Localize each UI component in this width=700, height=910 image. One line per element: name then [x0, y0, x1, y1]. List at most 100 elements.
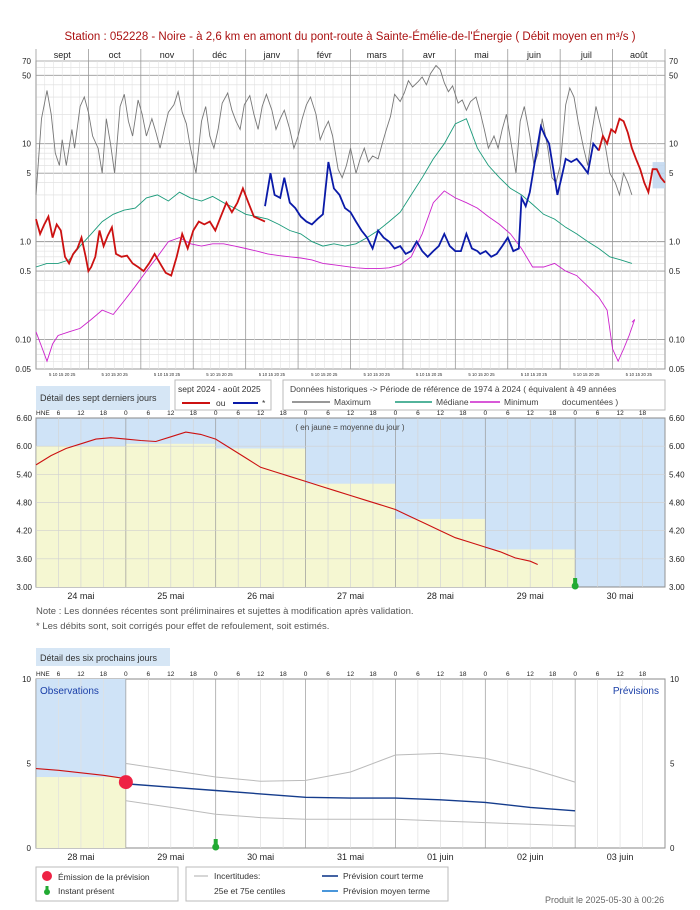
forecast-short-term: [125, 783, 576, 812]
historic-title: Données historiques -> Période de référe…: [290, 384, 616, 394]
week-hour-label: 12: [77, 410, 85, 417]
forecast-hour-label: 6: [326, 671, 330, 678]
day-ticks-label: 5 10 15 20 25: [416, 372, 443, 377]
month-label: juil: [580, 50, 592, 60]
series-mediane: [35, 118, 633, 268]
forecast-hour-label: 12: [616, 671, 624, 678]
forecast-instant-dot: [212, 843, 220, 851]
forecast-hour-label: 6: [236, 671, 240, 678]
forecast-hne-label: HNE: [36, 671, 50, 678]
day-ticks-label: 5 10 15 20 25: [206, 372, 233, 377]
note-preliminary: Note : Les données récentes sont prélimi…: [36, 606, 414, 617]
period-or: ou: [216, 398, 226, 408]
week-y-tick-right: 4.20: [669, 527, 685, 536]
forecast-day-label: 29 mai: [157, 852, 184, 862]
period-legend-box: [174, 379, 272, 411]
forecast-hour-label: 18: [279, 671, 287, 678]
week-y-tick-left: 4.80: [16, 499, 32, 508]
day-ticks-label: 5 10 15 20 25: [364, 372, 391, 377]
forecast-hour-label: 0: [214, 671, 218, 678]
forecast-day-label: 30 mai: [247, 852, 274, 862]
annual-legend: Détail des sept derniers jours sept 2024 …: [36, 379, 666, 411]
y-tick-right: 50: [669, 71, 678, 80]
week-yellow-note: ( en jaune = moyenne du jour ): [295, 423, 405, 432]
week-hour-label: 0: [304, 410, 308, 417]
y-tick-right: 70: [669, 57, 678, 66]
week-day-label: 28 mai: [427, 591, 454, 601]
historic-title-cont: documentées ): [562, 397, 618, 407]
y-tick-right: 0.10: [669, 336, 685, 345]
historic-legend-box: [282, 379, 666, 411]
week-hour-label: 6: [596, 410, 600, 417]
week-y-tick-right: 6.60: [669, 414, 685, 423]
y-tick-left: 1.0: [20, 238, 32, 247]
forecast-hour-label: 0: [304, 671, 308, 678]
month-label: juin: [526, 50, 541, 60]
week-hour-label: 18: [369, 410, 377, 417]
week-y-tick-left: 3.60: [16, 555, 32, 564]
period-star: *: [262, 398, 266, 408]
observations-label: Observations: [40, 686, 99, 697]
y-tick-right: 0.5: [669, 267, 681, 276]
forecast-hour-label: 18: [459, 671, 467, 678]
month-label: août: [630, 50, 648, 60]
forecast-hour-label: 6: [506, 671, 510, 678]
month-label: févr: [317, 50, 332, 60]
legend-emission-icon: [42, 871, 52, 881]
legend-instant-icon: [44, 889, 50, 895]
forecast-hour-label: 12: [347, 671, 355, 678]
forecast-hour-label: 6: [57, 671, 61, 678]
legend-court: Prévision court terme: [343, 871, 424, 881]
week-y-tick-left: 6.00: [16, 442, 32, 451]
forecast-hour-label: 6: [596, 671, 600, 678]
forecast-observed-red: [35, 768, 126, 780]
week-hour-label: 18: [549, 410, 557, 417]
forecast-hour-label: 12: [167, 671, 175, 678]
week-day-label: 26 mai: [247, 591, 274, 601]
forecast-hour-label: 0: [483, 671, 487, 678]
day-ticks-label: 5 10 15 20 25: [259, 372, 286, 377]
annual-hydrograph: sept 5 10 15 20 25 oct 5 10 15 20 25 nov 5 10…: [15, 49, 685, 377]
forecast-upper-band: [125, 752, 576, 783]
week-hour-label: 6: [506, 410, 510, 417]
week-hour-label: 0: [124, 410, 128, 417]
forecast-hour-label: 18: [369, 671, 377, 678]
week-hour-label: 12: [257, 410, 265, 417]
y-tick-left: 5: [27, 169, 32, 178]
forecast-day-label: 31 mai: [337, 852, 364, 862]
day-ticks-label: 5 10 15 20 25: [154, 372, 181, 377]
y-tick-left: 50: [22, 71, 31, 80]
week-hour-label: 18: [459, 410, 467, 417]
forecast-hour-label: 18: [639, 671, 647, 678]
y-tick-left: 0.10: [15, 336, 31, 345]
series-minimum: [35, 190, 636, 363]
legend-maximum: Maximum: [334, 397, 371, 407]
week-hour-label: 6: [236, 410, 240, 417]
note-asterisk: * Les débits sont, soit corrigés pour ef…: [36, 621, 330, 632]
week-hne-label: HNE: [36, 410, 50, 417]
series-observed-red: [35, 185, 266, 277]
forecast-hour-label: 0: [573, 671, 577, 678]
forecast-y-tick-right: 5: [670, 760, 675, 769]
month-label: nov: [160, 50, 175, 60]
forecast-y-tick-left: 0: [27, 844, 32, 853]
day-ticks-label: 5 10 15 20 25: [311, 372, 338, 377]
week-hour-label: 0: [483, 410, 487, 417]
week-y-tick-left: 4.20: [16, 527, 32, 536]
day-ticks-label: 5 10 15 20 25: [468, 372, 495, 377]
legend2-box-b: [185, 866, 449, 902]
week-day-label: 25 mai: [157, 591, 184, 601]
day-ticks-label: 5 10 15 20 25: [626, 372, 653, 377]
month-label: sept: [54, 50, 72, 60]
month-label: janv: [263, 50, 281, 60]
legend-incert: Incertitudes:: [214, 871, 260, 881]
legend2-box-a: [35, 866, 179, 902]
forecast-title: Détail des six prochains jours: [40, 653, 158, 663]
month-label: mai: [474, 50, 489, 60]
week-hour-label: 6: [416, 410, 420, 417]
y-tick-left: 70: [22, 57, 31, 66]
y-tick-right: 10: [669, 140, 678, 149]
previsions-label: Prévisions: [613, 686, 659, 697]
legend-mediane: Médiane: [436, 397, 469, 407]
week-day-label: 24 mai: [67, 591, 94, 601]
